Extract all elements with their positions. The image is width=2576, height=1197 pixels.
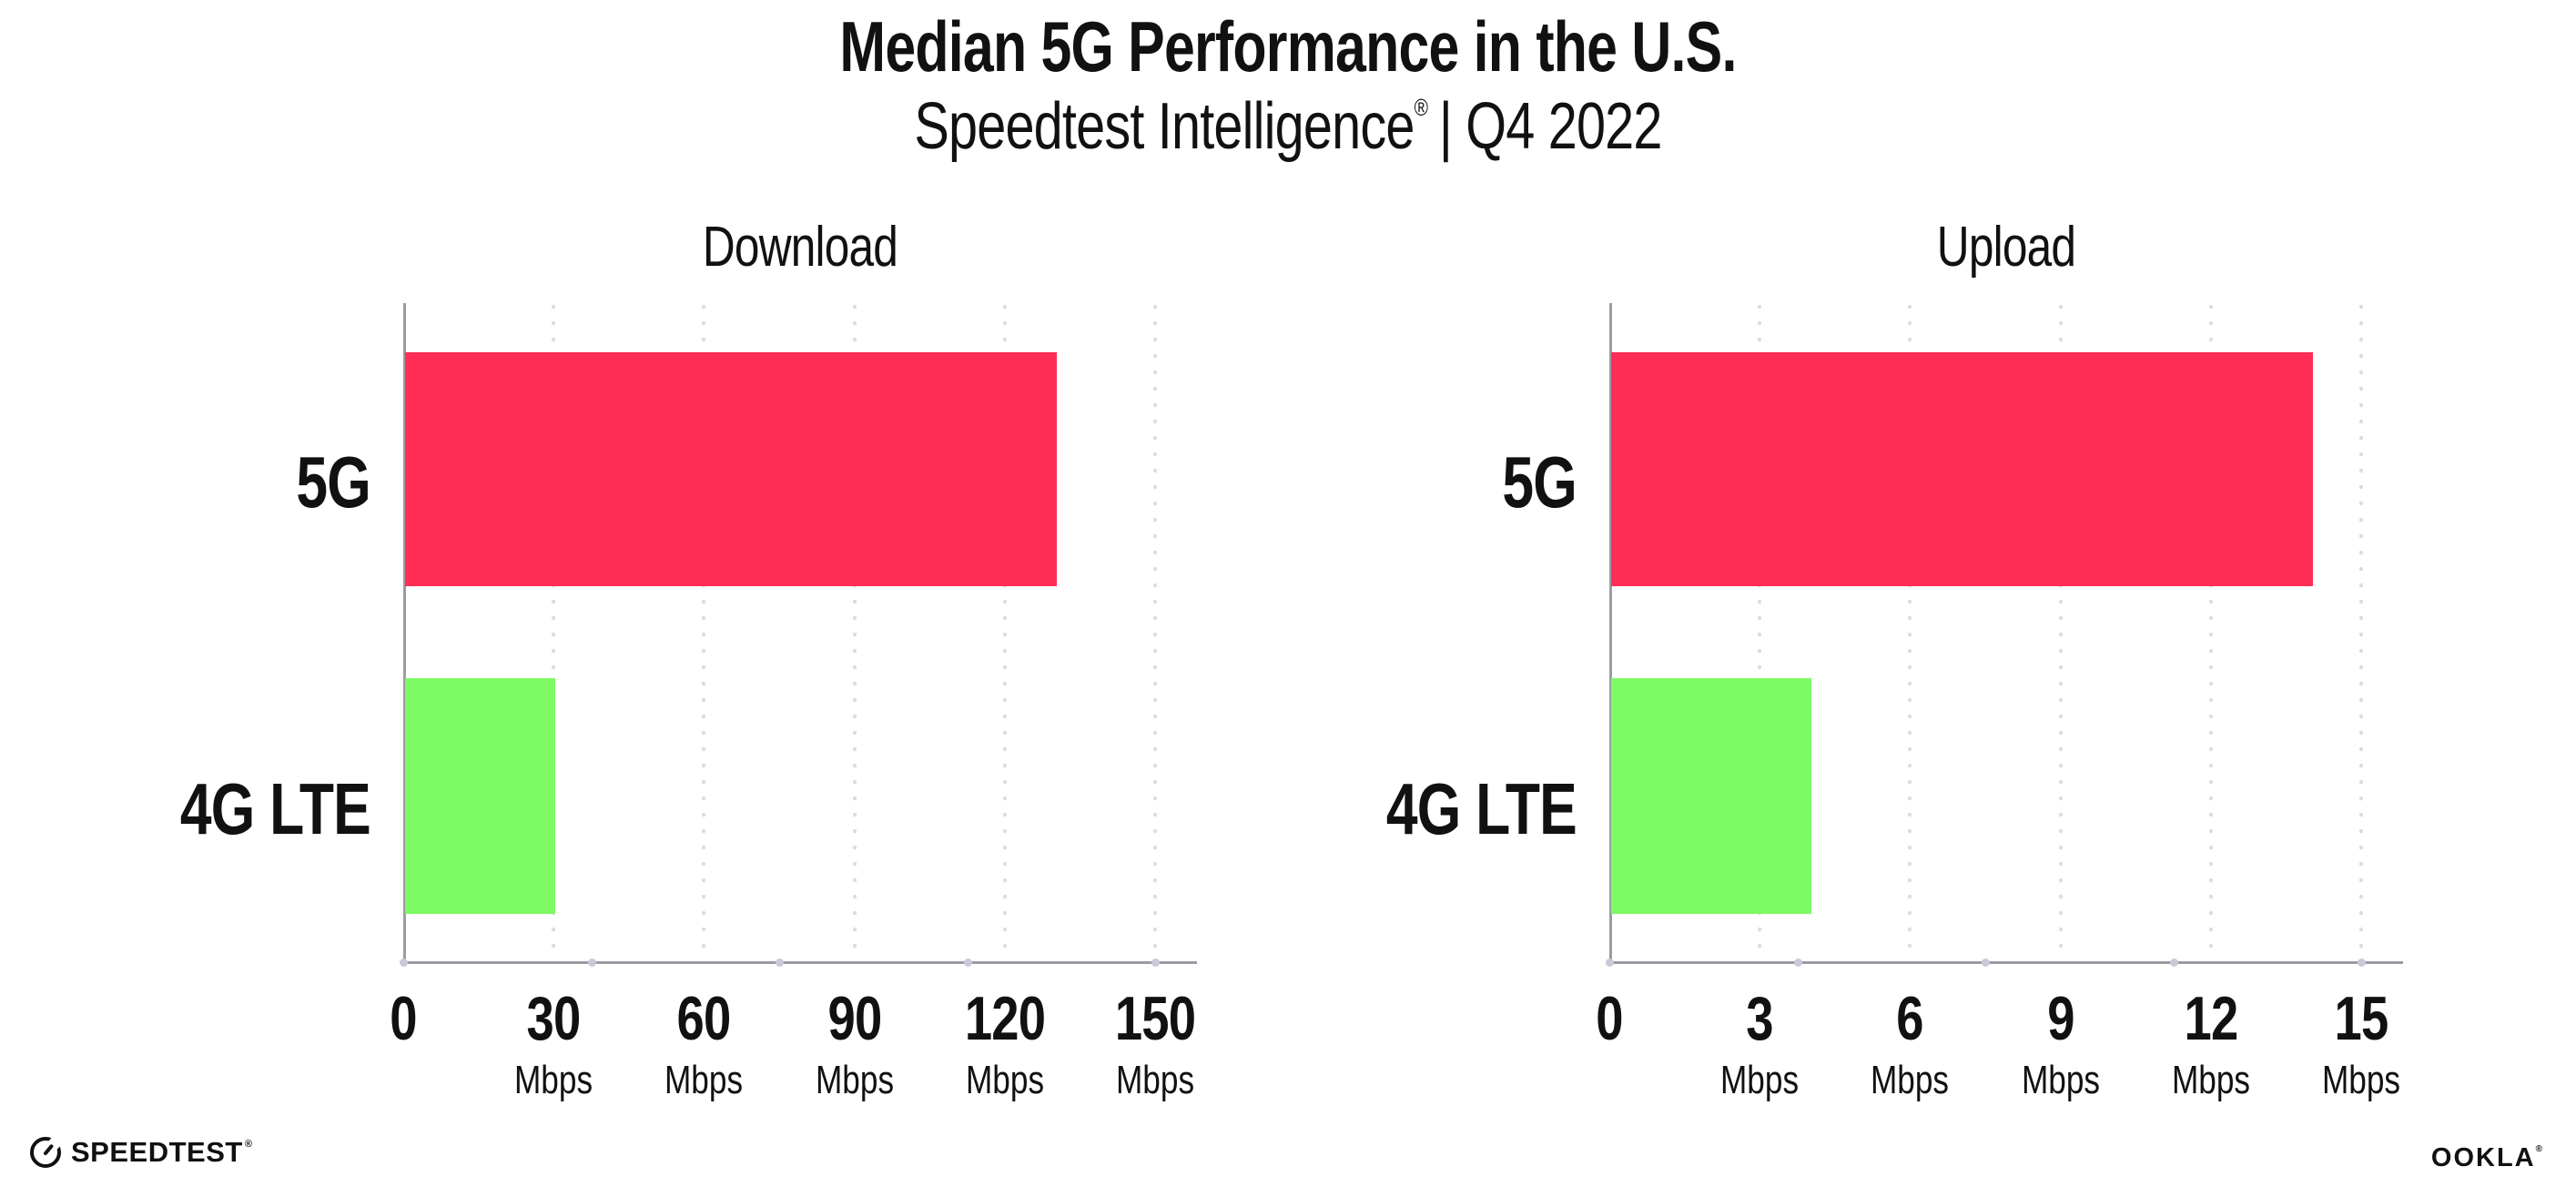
subtitle-brand: Speedtest Intelligence xyxy=(914,90,1415,163)
ookla-wordmark: OOKLA xyxy=(2430,1143,2536,1172)
gridline xyxy=(552,305,556,960)
x-tick-unit: Mbps xyxy=(1871,1058,1950,1102)
category-label-4g-lte: 4G LTE xyxy=(179,767,371,849)
gridline xyxy=(2058,305,2063,960)
axis-tick-dot xyxy=(1606,959,1614,967)
y-axis-line xyxy=(403,303,406,964)
speedtest-logo: SPEEDTEST ® xyxy=(30,1132,252,1169)
axis-tick-dot xyxy=(400,959,408,967)
x-tick-unit: Mbps xyxy=(664,1058,744,1102)
axis-tick-dot xyxy=(587,959,596,967)
ookla-registered-mark: ® xyxy=(2535,1144,2542,1154)
x-tick-value: 0 xyxy=(390,984,417,1053)
plot-area: 5G 4G LTE xyxy=(1386,303,2403,967)
gridline xyxy=(852,305,857,960)
plot-area: 5G 4G LTE xyxy=(180,303,1197,967)
upload-chart: Upload 5G 4G LTE 0 3 Mbps 6 Mbps 9 Mbps 12 Mbps 15… xyxy=(1386,0,2403,1197)
bar-4g-lte xyxy=(1611,678,1812,914)
category-label-5g: 5G xyxy=(296,441,370,522)
chart-title: Download xyxy=(702,216,898,279)
speedtest-registered-mark: ® xyxy=(244,1139,252,1150)
page-subtitle: Speedtest Intelligence® | Q4 2022 xyxy=(258,89,2318,164)
bar-5g xyxy=(405,352,1057,586)
x-tick-value: 6 xyxy=(1896,984,1924,1053)
speedtest-wordmark: SPEEDTEST xyxy=(71,1136,243,1168)
gridline xyxy=(2208,305,2213,960)
x-tick-value: 3 xyxy=(1746,984,1773,1053)
x-tick-unit: Mbps xyxy=(2021,1058,2100,1102)
gridline xyxy=(1153,305,1157,960)
download-chart: Download 5G 4G LTE 0 30 Mbps 60 Mbps 90 Mbps 120… xyxy=(180,0,1197,1197)
axis-tick-dot xyxy=(1793,959,1802,967)
x-tick-value: 12 xyxy=(2184,984,2238,1053)
axis-tick-dot xyxy=(963,959,972,967)
gauge-needle-icon xyxy=(43,1143,55,1156)
axis-tick-dot xyxy=(2169,959,2178,967)
x-tick-value: 120 xyxy=(964,984,1046,1053)
x-tick-value: 0 xyxy=(1596,984,1623,1053)
x-tick-unit: Mbps xyxy=(1720,1058,1800,1102)
ookla-logo: OOKLA ® xyxy=(2431,1143,2542,1173)
x-tick-unit: Mbps xyxy=(514,1058,593,1102)
axis-tick-dot xyxy=(776,959,784,967)
x-tick-value: 150 xyxy=(1114,984,1196,1053)
bar-5g xyxy=(1611,352,2313,586)
x-tick-value: 60 xyxy=(676,984,732,1053)
category-label-5g: 5G xyxy=(1502,441,1577,522)
gridline xyxy=(702,305,706,960)
x-axis-ticks: 0 30 Mbps 60 Mbps 90 Mbps 120 Mbps 150 Mbps xyxy=(390,984,1197,1170)
x-tick-unit: Mbps xyxy=(965,1058,1044,1102)
chart-title: Upload xyxy=(1936,216,2076,279)
gridline xyxy=(1002,305,1007,960)
subtitle-period: | Q4 2022 xyxy=(1438,90,1663,163)
x-tick-value: 90 xyxy=(827,984,882,1053)
axis-tick-dot xyxy=(1982,959,1990,967)
gridline xyxy=(1758,305,1762,960)
x-axis-line xyxy=(1609,961,2403,964)
x-axis-ticks: 0 3 Mbps 6 Mbps 9 Mbps 12 Mbps 15 Mbps xyxy=(1596,984,2403,1170)
x-tick-unit: Mbps xyxy=(2321,1058,2401,1102)
x-tick-unit: Mbps xyxy=(1115,1058,1195,1102)
y-axis-line xyxy=(1609,303,1612,964)
speedtest-gauge-icon xyxy=(30,1132,66,1168)
x-tick-unit: Mbps xyxy=(2171,1058,2250,1102)
x-tick-unit: Mbps xyxy=(815,1058,894,1102)
x-axis-line xyxy=(403,961,1197,964)
registered-mark: ® xyxy=(1414,94,1428,121)
axis-tick-dot xyxy=(2358,959,2366,967)
bar-4g-lte xyxy=(405,678,556,914)
gridline xyxy=(2359,305,2363,960)
axis-tick-dot xyxy=(1151,959,1160,967)
page-title: Median 5G Performance in the U.S. xyxy=(839,6,1737,86)
x-tick-value: 9 xyxy=(2046,984,2074,1053)
x-tick-value: 15 xyxy=(2334,984,2389,1053)
gridline xyxy=(1908,305,1912,960)
category-label-4g-lte: 4G LTE xyxy=(1385,767,1577,849)
x-tick-value: 30 xyxy=(526,984,582,1053)
